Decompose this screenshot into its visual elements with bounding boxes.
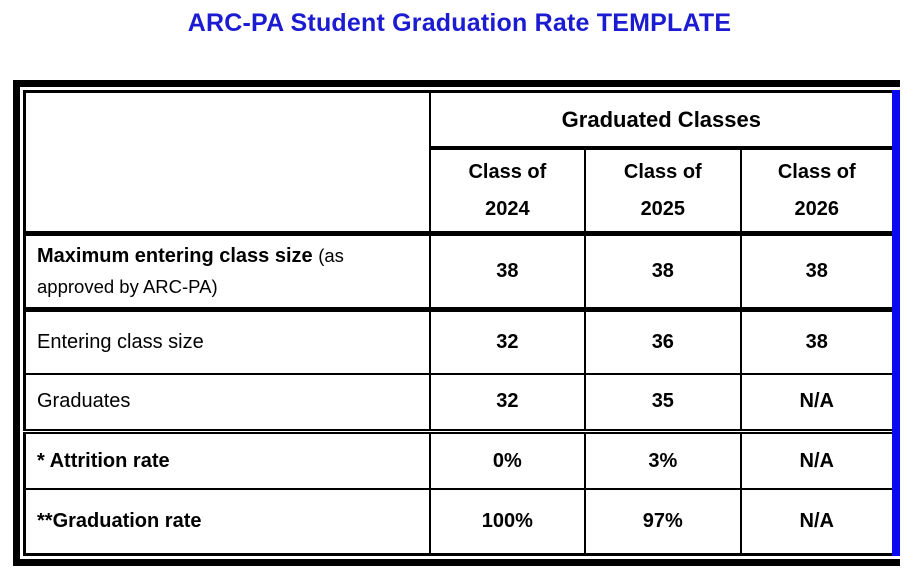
group-header-graduated-classes: Graduated Classes: [428, 90, 898, 151]
table-row-entering-class-size: Entering class size 32 36 38: [23, 308, 898, 375]
table-row-graduation-rate: **Graduation rate 100% 97% N/A: [23, 488, 898, 556]
value-attrition-2026: N/A: [739, 430, 898, 491]
column-header-class-2024: Class of 2024: [428, 147, 587, 236]
value-graduation-2025: 97%: [584, 488, 742, 556]
value-attrition-2025: 3%: [584, 430, 742, 491]
row-label-bold-text: Maximum entering class size: [37, 244, 313, 267]
value-entering-2024: 32: [428, 308, 587, 375]
value-graduation-2026: N/A: [739, 488, 898, 556]
row-label-max-entering: Maximum entering class size (as approved…: [23, 232, 431, 313]
value-graduates-2025: 35: [584, 372, 742, 435]
group-header-row: Graduated Classes: [23, 90, 898, 236]
value-graduates-2026: N/A: [739, 372, 898, 435]
value-graduation-2024: 100%: [428, 488, 587, 556]
value-entering-2025: 36: [584, 308, 742, 375]
row-label-attrition: * Attrition rate: [23, 430, 431, 491]
row-label-graduation: **Graduation rate: [23, 488, 431, 556]
row-label-note-text: (as approved by ARC-PA): [37, 244, 344, 297]
column-header-line1: Class of: [468, 160, 547, 183]
table-row-attrition-rate: * Attrition rate 0% 3% N/A: [23, 430, 898, 491]
value-max-2024: 38: [428, 232, 587, 313]
value-graduates-2024: 32: [428, 372, 587, 435]
value-max-2026: 38: [739, 232, 898, 313]
graduation-rate-table: Graduated Classes Class of 2024 Class of…: [23, 90, 900, 556]
graduation-table-frame: Graduated Classes Class of 2024 Class of…: [13, 80, 900, 566]
column-header-line2: 2025: [640, 197, 686, 220]
column-header-row: Class of 2024 Class of 2025 Class of 202…: [25, 147, 898, 236]
value-max-2025: 38: [584, 232, 742, 313]
value-entering-2026: 38: [739, 308, 898, 375]
column-header-class-2026: Class of 2026: [739, 147, 898, 236]
column-header-line2: 2026: [794, 197, 840, 220]
page-title: ARC-PA Student Graduation Rate TEMPLATE: [187, 9, 732, 37]
row-label-entering: Entering class size: [23, 308, 431, 375]
column-header-line1: Class of: [623, 160, 702, 183]
table-row-max-entering-class-size: Maximum entering class size (as approved…: [23, 232, 898, 313]
column-header-class-2025: Class of 2025: [584, 147, 742, 236]
table-row-graduates: Graduates 32 35 N/A: [23, 372, 898, 435]
column-header-line1: Class of: [777, 160, 856, 183]
column-header-line2: 2024: [485, 197, 530, 220]
row-label-graduates: Graduates: [23, 372, 431, 435]
corner-cell: [23, 90, 431, 236]
value-attrition-2024: 0%: [428, 430, 587, 491]
